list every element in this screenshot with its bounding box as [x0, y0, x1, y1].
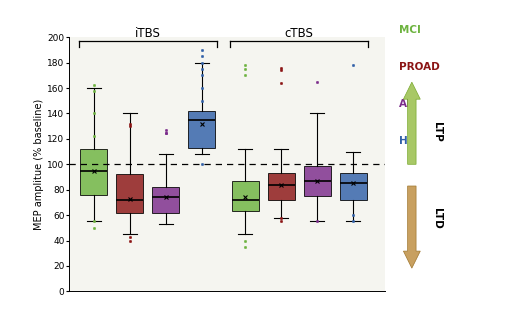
- PathPatch shape: [80, 149, 107, 195]
- Text: LTP: LTP: [432, 122, 442, 142]
- Text: AD: AD: [399, 99, 415, 109]
- Text: iTBS: iTBS: [135, 27, 161, 40]
- Text: PROAD: PROAD: [399, 62, 439, 72]
- PathPatch shape: [153, 187, 180, 213]
- PathPatch shape: [268, 173, 295, 200]
- PathPatch shape: [232, 181, 259, 211]
- Y-axis label: MEP amplitue (% baseline): MEP amplitue (% baseline): [34, 99, 44, 230]
- PathPatch shape: [116, 175, 143, 213]
- PathPatch shape: [340, 173, 366, 200]
- PathPatch shape: [304, 166, 331, 196]
- Text: MCI: MCI: [399, 25, 420, 35]
- Text: cTBS: cTBS: [285, 27, 314, 40]
- Text: HS: HS: [399, 136, 415, 146]
- Text: LTD: LTD: [432, 208, 442, 229]
- PathPatch shape: [188, 111, 215, 148]
